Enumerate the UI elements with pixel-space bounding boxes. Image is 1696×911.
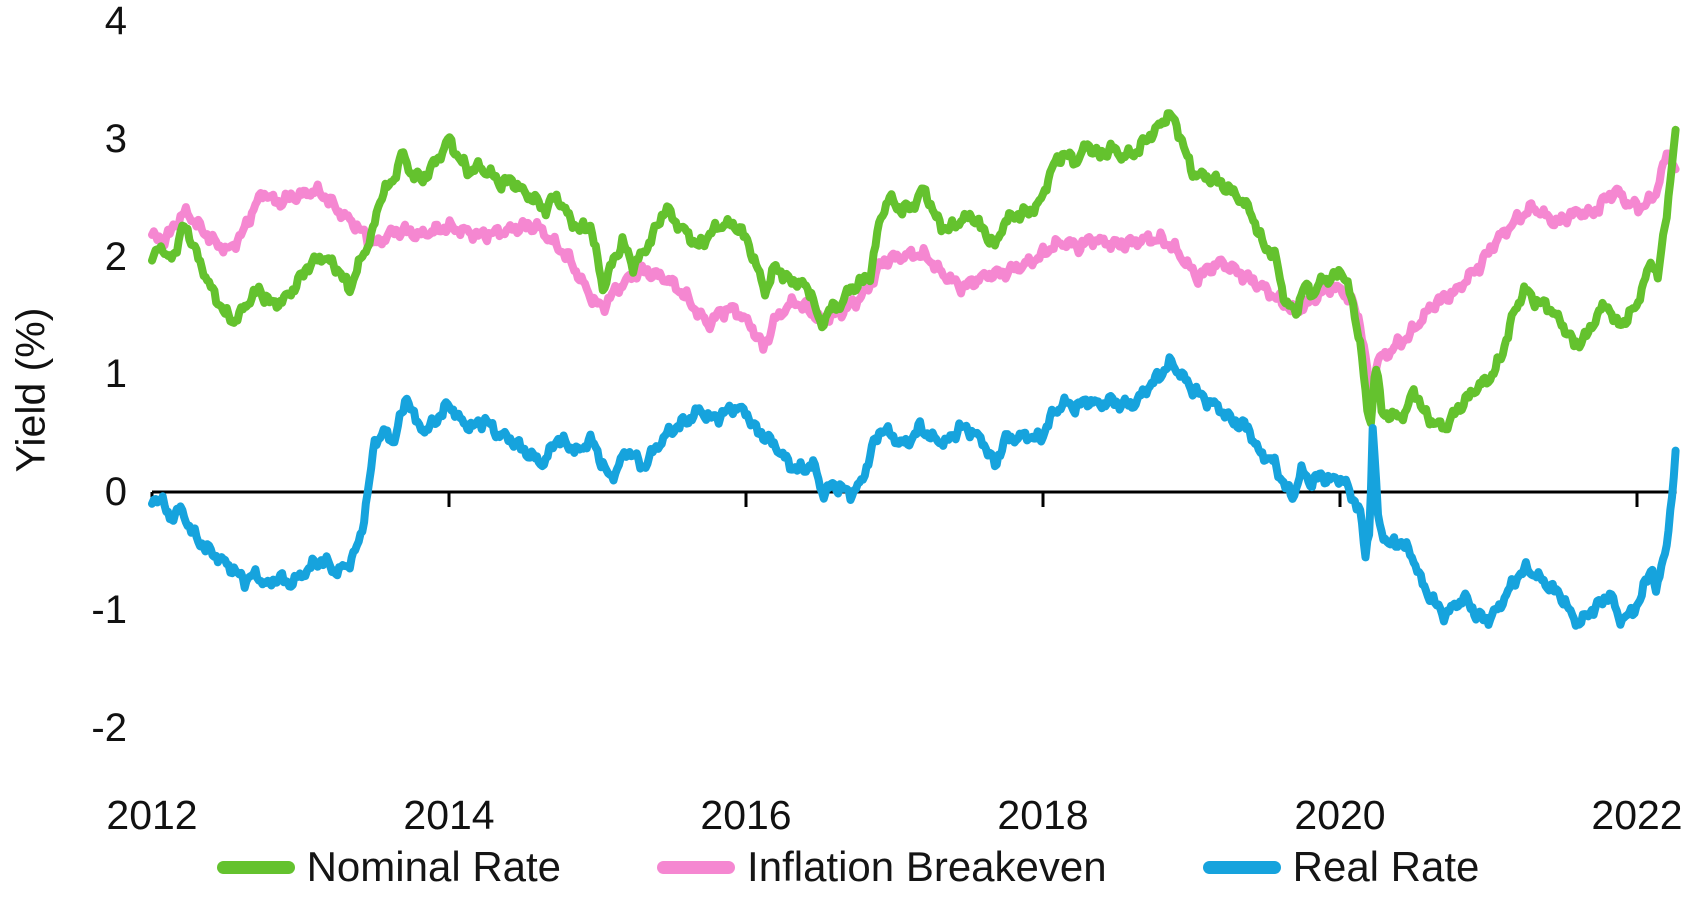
chart-legend: Nominal Rate Inflation Breakeven Real Rate (0, 843, 1696, 891)
x-tick-label: 2018 (997, 792, 1089, 838)
y-tick-label: 4 (104, 0, 127, 43)
legend-swatch (1202, 860, 1281, 874)
legend-swatch (657, 860, 736, 874)
y-tick-label: 2 (104, 234, 127, 279)
x-tick-label: 2022 (1591, 792, 1683, 838)
legend-label: Inflation Breakeven (747, 843, 1107, 890)
y-tick-label: 1 (104, 352, 127, 397)
legend-item-real-rate: Real Rate (1202, 843, 1480, 891)
legend-swatch (216, 860, 295, 874)
legend-label: Nominal Rate (306, 843, 562, 890)
x-tick-label: 2016 (700, 792, 792, 838)
y-tick-label: -2 (91, 705, 127, 750)
y-tick-label: -1 (91, 587, 127, 632)
y-tick-label: 0 (104, 470, 127, 514)
series-line-inflation-breakeven (148, 149, 1680, 400)
legend-label: Real Rate (1292, 843, 1480, 890)
series-line-real-rate (148, 353, 1680, 630)
legend-item-inflation-breakeven: Inflation Breakeven (657, 843, 1107, 891)
x-tick-label: 2014 (403, 792, 495, 838)
y-tick-label: 3 (104, 116, 127, 161)
x-tick-label: 2012 (106, 792, 198, 838)
series-line-nominal-rate (148, 109, 1680, 434)
legend-item-nominal-rate: Nominal Rate (216, 843, 562, 891)
x-tick-label: 2020 (1294, 792, 1386, 838)
